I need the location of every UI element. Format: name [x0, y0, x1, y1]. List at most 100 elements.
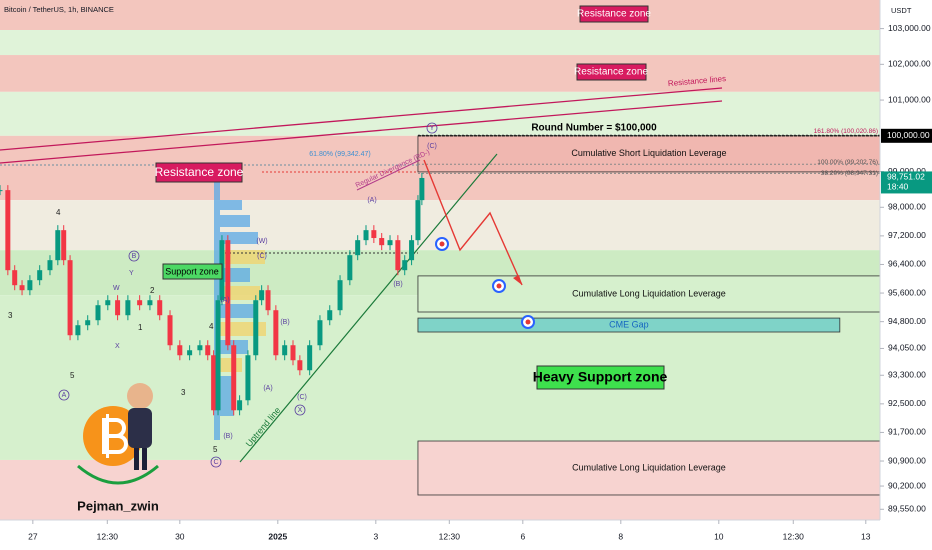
axis-labels: 103,000.00102,000.00101,000.0099,000.009…	[28, 23, 932, 541]
wave-label: B	[132, 253, 137, 260]
x-tick-label: 12:30	[783, 531, 805, 541]
candle	[253, 300, 259, 356]
candle	[409, 240, 415, 261]
candle	[137, 300, 143, 306]
candle	[347, 255, 353, 281]
candle	[273, 310, 279, 356]
candle	[297, 360, 303, 371]
liquidation-box	[417, 440, 881, 496]
wave-label: (C)	[427, 143, 437, 150]
candle	[317, 320, 323, 346]
round-number-label: Round Number = $100,000	[531, 123, 657, 134]
wave-label: 3	[8, 311, 13, 320]
candle	[402, 260, 408, 271]
candle	[47, 260, 53, 271]
x-tick-label: 10	[714, 531, 724, 541]
heavy-support-label: Heavy Support zone	[533, 369, 668, 385]
y-tick-label: 99,000.00	[888, 166, 926, 176]
y-tick-label: 92,500.00	[888, 398, 926, 408]
candle	[115, 300, 121, 316]
candle	[12, 270, 18, 286]
candle	[290, 345, 296, 361]
x-tick-label: 30	[175, 531, 185, 541]
y-tick-label: 94,050.00	[888, 343, 926, 353]
candle	[157, 300, 163, 316]
wave-label: W	[113, 285, 120, 292]
candle	[387, 240, 393, 246]
candle	[75, 325, 81, 336]
wave-label: X	[115, 343, 120, 350]
x-tick-label: 12:30	[439, 531, 461, 541]
price-axis	[880, 0, 932, 550]
candle	[61, 230, 67, 261]
candle	[245, 355, 251, 401]
box-label: Cumulative Long Liquidation Leverage	[572, 462, 726, 472]
wave-label: Y	[129, 270, 134, 277]
last-price-tag	[881, 171, 932, 194]
last-price-time: 18:40	[887, 182, 909, 192]
fib-label: 38.20% (98,947.31)	[821, 170, 878, 177]
zone	[0, 55, 880, 92]
drawings	[0, 87, 723, 463]
candle	[307, 345, 313, 371]
fib-label: 100.00% (99,202.76)	[817, 159, 878, 166]
y-tick-label: 97,200.00	[888, 230, 926, 240]
author-name: Pejman_zwin	[77, 498, 159, 513]
candle	[5, 190, 11, 271]
wave-label: (B)	[280, 319, 289, 326]
candle	[379, 238, 385, 246]
wave-label: C	[213, 459, 218, 466]
candle	[105, 300, 111, 306]
wave-label: 1	[138, 323, 143, 332]
fib-label: 61.80% (99,342.47)	[309, 151, 371, 158]
wave-label: (B)	[223, 433, 232, 440]
y-tick-label: 102,000.00	[888, 59, 931, 69]
wave-label: A	[62, 392, 67, 399]
candle	[0, 190, 3, 192]
candle	[215, 300, 221, 411]
candle	[337, 280, 343, 311]
wave-label: (C)	[257, 253, 267, 260]
candle	[415, 200, 421, 241]
candle	[85, 320, 91, 326]
wave-label: Y	[430, 125, 435, 132]
y-tick-label: 90,900.00	[888, 455, 926, 465]
candle	[55, 230, 61, 261]
resistance-label: Resistance zone	[155, 165, 244, 179]
candle	[67, 260, 73, 336]
symbol-title: Bitcoin / TetherUS, 1h, BINANCE	[4, 5, 114, 14]
candle	[395, 240, 401, 271]
candle	[197, 345, 203, 351]
wave-label: 4	[209, 322, 214, 331]
box-label: CME Gap	[609, 319, 649, 329]
round-number-tag	[881, 128, 932, 143]
candle	[282, 345, 288, 356]
y-tick-label: 103,000.00	[888, 23, 931, 33]
wave-label: (A)	[220, 297, 229, 304]
wave-label: (A)	[367, 197, 376, 204]
zone	[0, 91, 880, 136]
zone	[0, 0, 880, 31]
candle	[363, 230, 369, 241]
x-tick-label: 2025	[268, 531, 287, 541]
x-tick-label: 3	[373, 531, 378, 541]
zone	[0, 30, 880, 56]
y-tick-label: 94,800.00	[888, 316, 926, 326]
wave-label: (C)	[297, 394, 307, 401]
levels: 161.80% (100,020.86) 100.00% (99,202.76) 3…	[418, 128, 880, 177]
candle	[225, 240, 231, 346]
wave-label: 4	[56, 208, 61, 217]
x-tick-label: 6	[520, 531, 525, 541]
candle	[231, 345, 237, 411]
candle	[177, 345, 183, 356]
support-label: Support zone	[165, 266, 219, 276]
candle	[125, 300, 131, 316]
candle	[355, 240, 361, 256]
candle	[205, 345, 211, 356]
x-tick-label: 8	[618, 531, 623, 541]
y-tick-label: 96,400.00	[888, 259, 926, 269]
candle	[211, 355, 217, 411]
candle	[167, 315, 173, 346]
candle	[419, 177, 425, 201]
boxes: Cumulative Short Liquidation Leverage Cum…	[417, 135, 881, 496]
